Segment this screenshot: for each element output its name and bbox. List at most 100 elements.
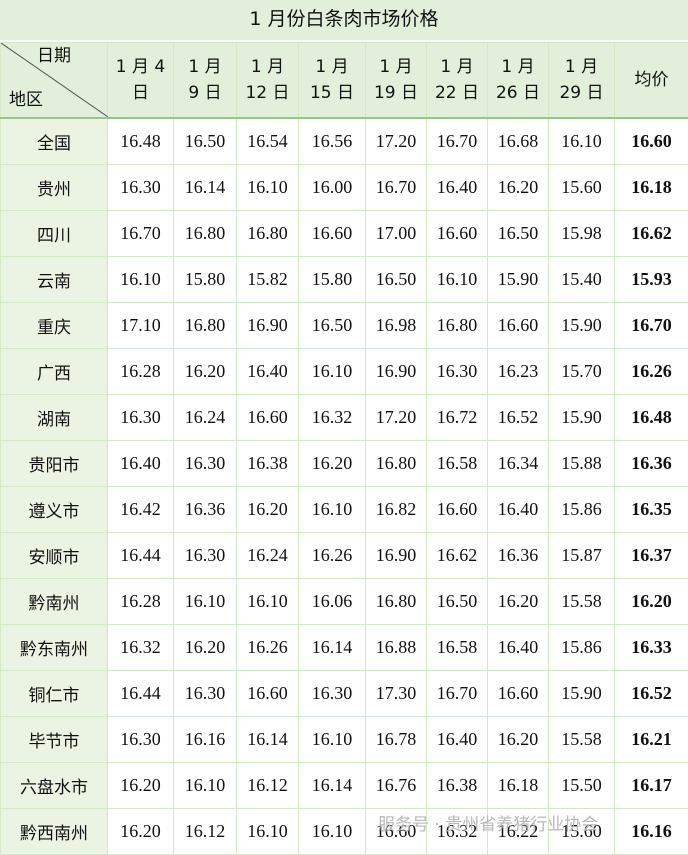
price-cell: 16.60 [427,487,488,533]
price-cell: 16.80 [366,441,427,487]
average-cell: 16.48 [615,395,688,441]
price-cell: 16.14 [299,625,366,671]
region-cell: 安顺市 [1,533,108,579]
region-cell: 遵义市 [1,487,108,533]
price-cell: 16.20 [174,349,237,395]
average-cell: 16.21 [615,717,688,763]
price-cell: 15.88 [549,441,615,487]
price-cell: 16.62 [427,533,488,579]
price-cell: 16.50 [427,579,488,625]
price-cell: 16.38 [237,441,299,487]
region-cell: 全国 [1,118,108,165]
average-cell: 16.26 [615,349,688,395]
price-cell: 16.70 [427,671,488,717]
date-header-line: 22 日 [427,80,487,106]
price-cell: 16.14 [299,763,366,809]
price-cell: 16.30 [108,395,174,441]
price-cell: 15.40 [549,257,615,303]
date-header-line: 29 日 [549,80,614,106]
price-cell: 16.20 [237,487,299,533]
price-cell: 16.40 [237,349,299,395]
price-cell: 16.12 [237,763,299,809]
price-cell: 16.20 [108,809,174,855]
price-cell: 15.90 [549,303,615,349]
price-cell: 16.28 [108,579,174,625]
price-cell: 16.90 [237,303,299,349]
price-cell: 16.48 [108,118,174,165]
date-header-line: 1 月 [549,54,614,80]
price-cell: 16.28 [108,349,174,395]
price-cell: 16.54 [237,118,299,165]
price-cell: 16.30 [108,165,174,211]
region-cell: 广西 [1,349,108,395]
average-cell: 16.35 [615,487,688,533]
average-cell: 16.17 [615,763,688,809]
date-header-line: 1 月 [488,54,548,80]
price-cell: 16.36 [488,533,549,579]
date-header-line: 19 日 [366,80,426,106]
price-cell: 16.26 [299,533,366,579]
price-cell: 16.24 [237,533,299,579]
price-cell: 16.40 [488,625,549,671]
price-cell: 17.20 [366,395,427,441]
price-cell: 16.78 [366,717,427,763]
price-cell: 16.70 [366,165,427,211]
region-cell: 云南 [1,257,108,303]
price-cell: 16.20 [488,579,549,625]
region-cell: 贵州 [1,165,108,211]
price-cell: 16.10 [549,118,615,165]
price-cell: 16.20 [488,717,549,763]
price-cell: 16.58 [427,441,488,487]
price-cell: 16.10 [427,257,488,303]
corner-top: 日期 [37,43,71,69]
region-cell: 黔南州 [1,579,108,625]
price-cell: 16.10 [299,717,366,763]
price-cell: 16.60 [488,303,549,349]
price-cell: 15.60 [549,165,615,211]
price-cell: 16.58 [427,625,488,671]
price-cell: 16.44 [108,671,174,717]
price-cell: 16.80 [427,303,488,349]
price-cell: 16.50 [299,303,366,349]
price-cell: 16.60 [237,395,299,441]
price-cell: 16.10 [174,579,237,625]
price-cell: 17.00 [366,211,427,257]
average-cell: 16.36 [615,441,688,487]
price-cell: 15.98 [549,211,615,257]
price-cell: 16.80 [237,211,299,257]
price-cell: 16.10 [237,579,299,625]
price-cell: 15.82 [237,257,299,303]
price-cell: 16.38 [427,763,488,809]
price-cell: 16.10 [174,763,237,809]
region-cell: 毕节市 [1,717,108,763]
average-cell: 16.52 [615,671,688,717]
price-cell: 16.30 [427,349,488,395]
price-cell: 16.18 [488,763,549,809]
price-cell: 16.60 [488,671,549,717]
price-cell: 16.32 [108,625,174,671]
price-cell: 15.87 [549,533,615,579]
price-cell: 16.30 [174,533,237,579]
region-cell: 六盘水市 [1,763,108,809]
price-cell: 16.40 [488,487,549,533]
price-cell: 16.16 [174,717,237,763]
price-cell: 15.86 [549,625,615,671]
price-cell: 16.10 [237,165,299,211]
price-cell: 16.20 [488,165,549,211]
price-cell: 16.90 [366,533,427,579]
price-cell: 16.44 [108,533,174,579]
price-cell: 16.80 [174,303,237,349]
region-cell: 湖南 [1,395,108,441]
